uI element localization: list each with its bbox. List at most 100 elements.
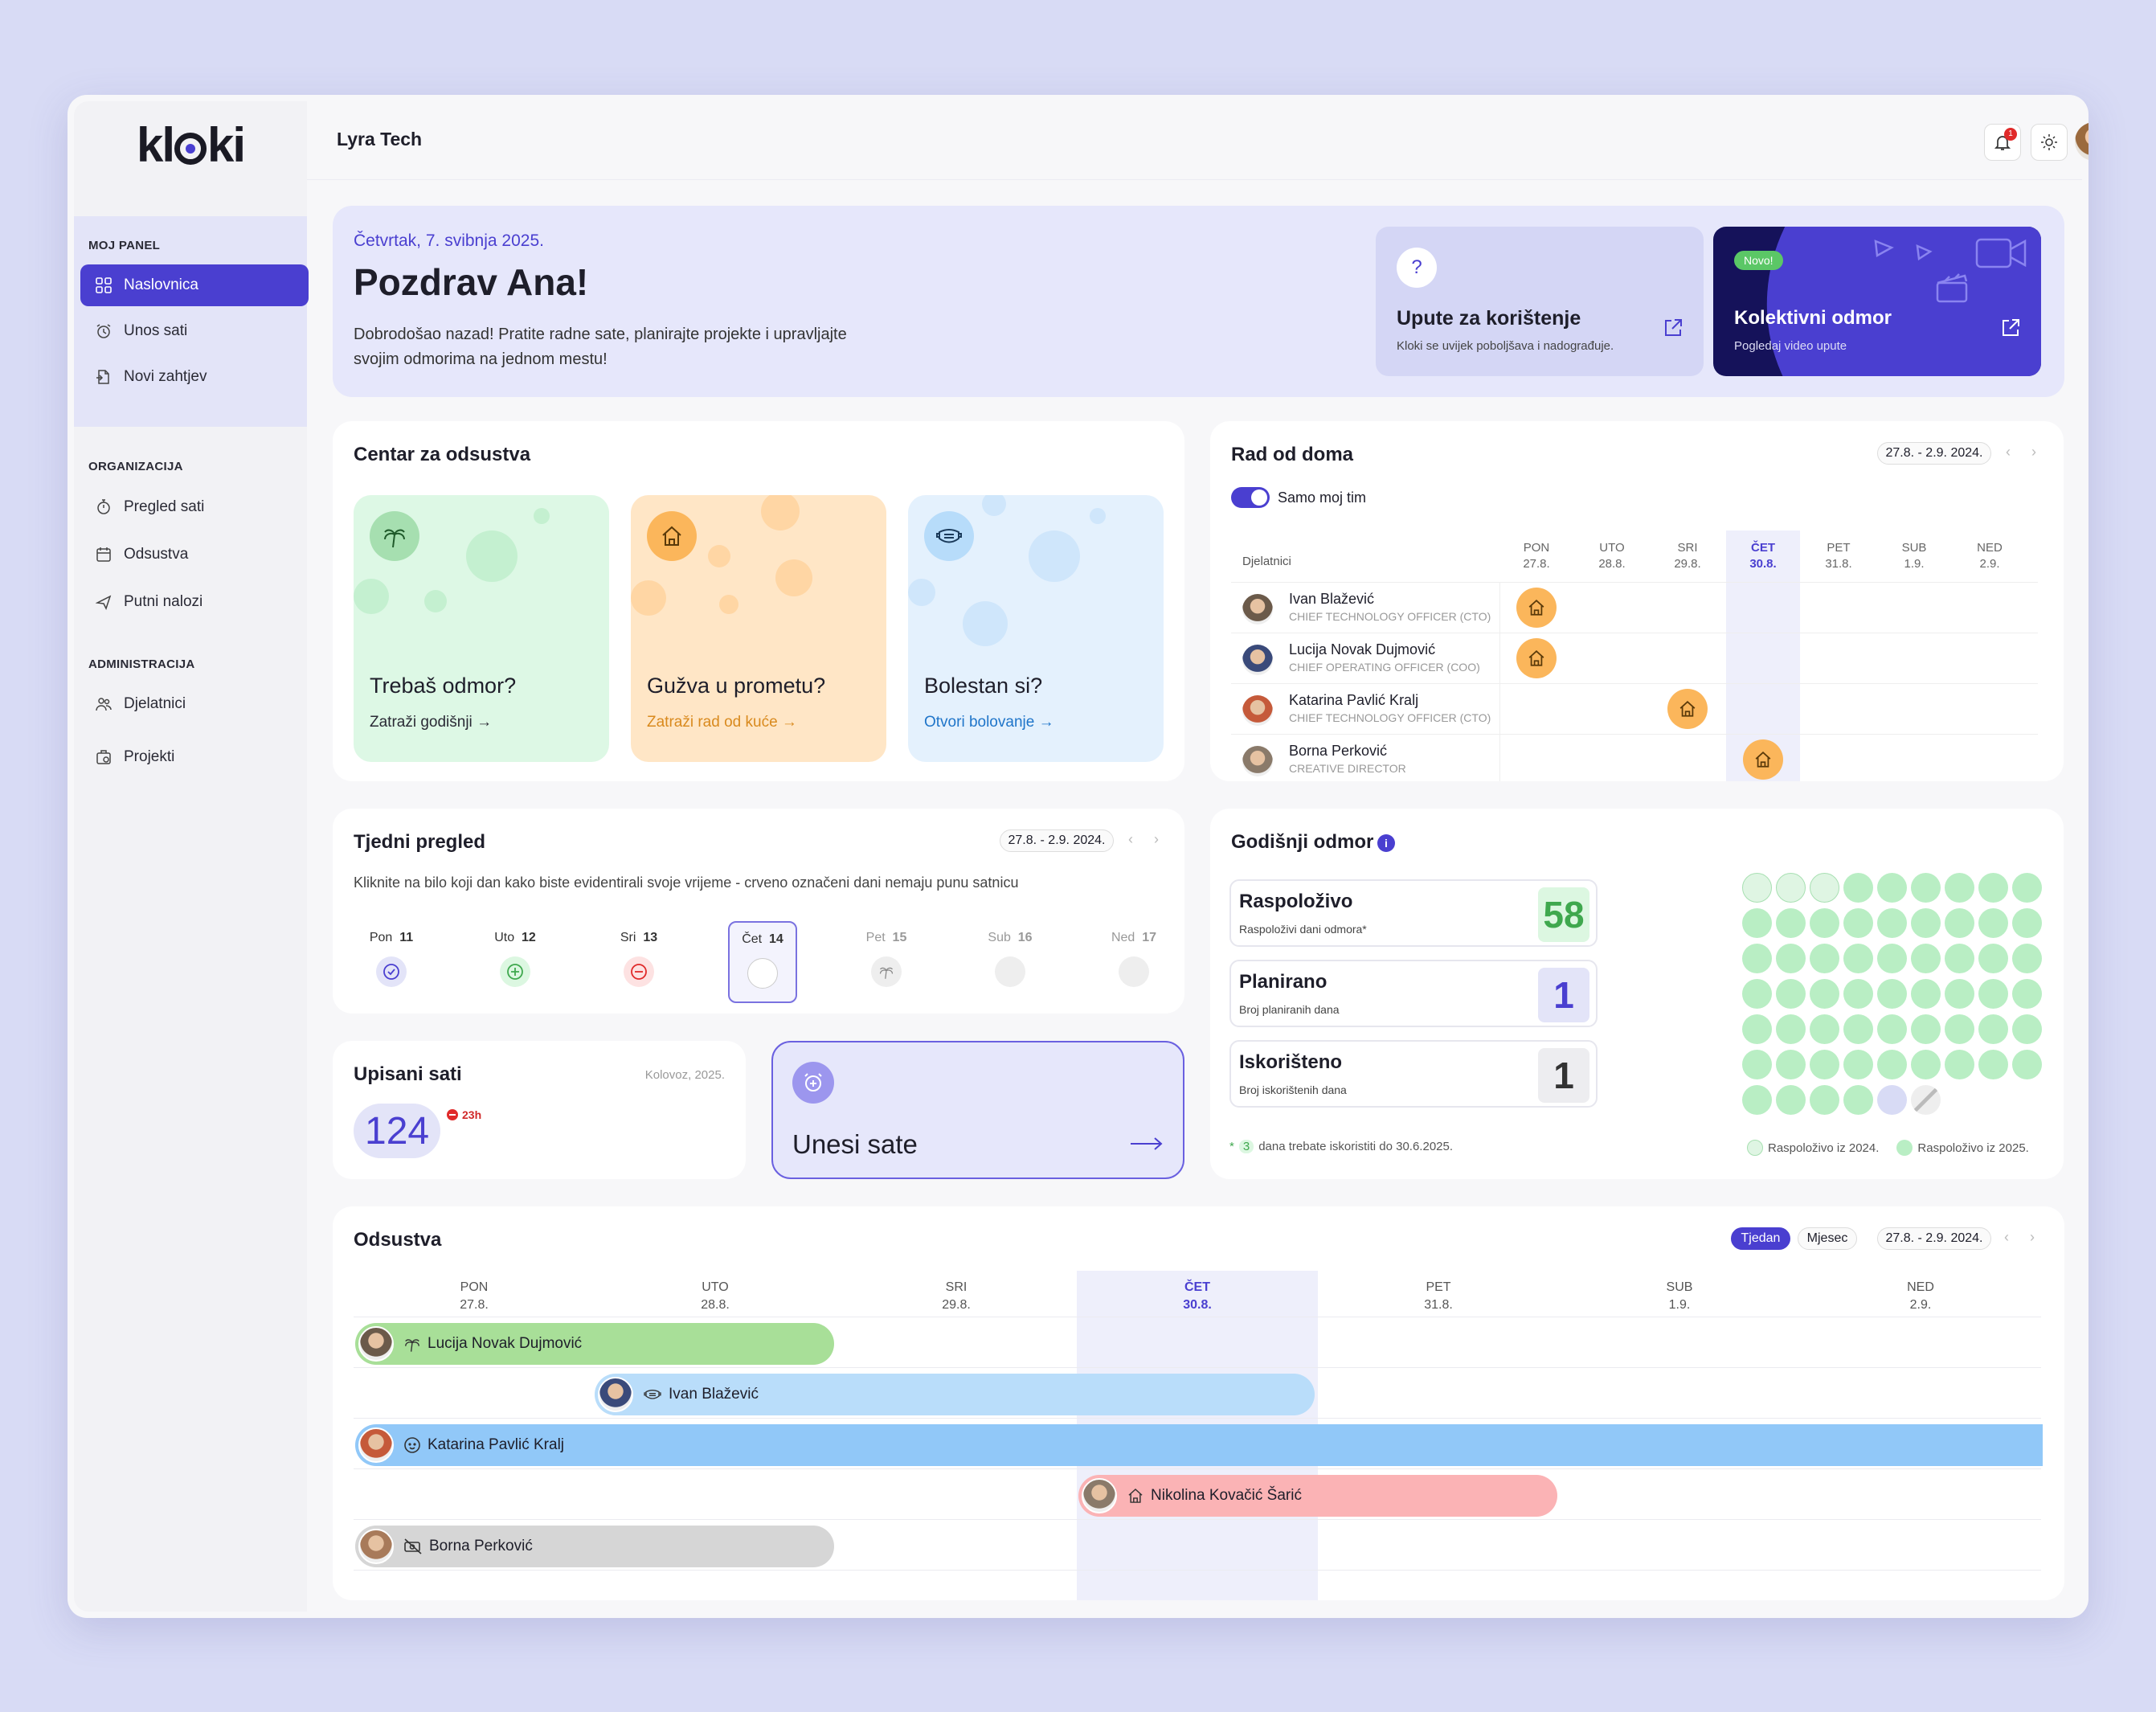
enter-hours-label: Unesi sate	[792, 1129, 918, 1159]
employee-row[interactable]: Ivan Blažević CHIEF TECHNOLOGY OFFICER (C…	[1231, 582, 2038, 633]
sidebar-section-moj-panel: MOJ PANEL Naslovnica Unos sati Novi zaht…	[74, 216, 309, 427]
tile-title: Bolestan si?	[924, 674, 1043, 698]
home-icon[interactable]	[1667, 689, 1708, 729]
leave-day-2025	[2012, 1014, 2042, 1044]
theme-toggle-button[interactable]	[2031, 124, 2068, 161]
info-icon[interactable]: i	[1377, 834, 1395, 852]
user-avatar[interactable]	[2075, 122, 2088, 161]
home-icon[interactable]	[1516, 588, 1557, 628]
stat-title: Raspoloživo	[1239, 891, 1353, 912]
user-guide-card[interactable]: ? Upute za korištenje Kloki se uvijek po…	[1376, 227, 1704, 376]
chevron-right-icon[interactable]: ›	[2030, 1229, 2035, 1245]
stat-available: Raspoloživo Raspoloživi dani odmora* 58	[1229, 879, 1598, 947]
leave-day-2025	[1742, 1085, 1772, 1115]
employee-row[interactable]: Borna Perković CREATIVE DIRECTOR	[1231, 734, 2038, 781]
wfh-request-tile[interactable]: Gužva u prometu? Zatraži rad od kuće →	[631, 495, 886, 762]
guide-subtitle: Kloki se uvijek poboljšava i nadograđuje…	[1397, 339, 1614, 353]
team-toggle[interactable]	[1231, 487, 1270, 508]
tile-link[interactable]: Zatraži godišnji →	[370, 714, 493, 731]
home-icon[interactable]	[1743, 739, 1783, 780]
logo[interactable]: kl ki	[137, 118, 246, 172]
house-icon	[1127, 1487, 1144, 1505]
leave-day-planned	[1877, 1085, 1907, 1115]
week-day-today[interactable]: Čet 14	[728, 921, 797, 1003]
notifications-button[interactable]: 1	[1984, 124, 2021, 161]
employee-row[interactable]: Katarina Pavlić Kralj CHIEF TECHNOLOGY OF…	[1231, 683, 2038, 734]
alarm-add-icon	[792, 1062, 834, 1104]
week-day-done[interactable]: Pon 11	[347, 921, 436, 1003]
users-icon	[95, 695, 113, 713]
day-header: SUB 1.9.	[1666, 1280, 1693, 1312]
day-label: Uto 12	[494, 931, 536, 944]
sidebar-item-pregled-sati[interactable]: Pregled sati	[80, 486, 309, 528]
tile-link[interactable]: Otvori bolovanje →	[924, 714, 1054, 731]
alarm-clock-icon	[95, 322, 113, 340]
day-header: PET 31.8.	[1424, 1280, 1453, 1312]
employee-name: Katarina Pavlić Kralj	[1289, 692, 1419, 708]
sick-leave-tile[interactable]: Bolestan si? Otvori bolovanje →	[908, 495, 1164, 762]
sidebar-item-unos-sati[interactable]: Unos sati	[80, 310, 309, 352]
sidebar-item-projekti[interactable]: Projekti	[80, 736, 309, 778]
week-day-weekend[interactable]: Ned 17	[1090, 921, 1178, 1003]
chevron-left-icon[interactable]: ‹	[2004, 1229, 2009, 1245]
minus-circle-icon	[624, 956, 654, 987]
day-label: Pon 11	[369, 931, 414, 944]
chevron-left-icon[interactable]: ‹	[2006, 444, 2011, 460]
section-heading: MOJ PANEL	[88, 239, 161, 252]
empty-day-icon	[995, 956, 1025, 987]
sidebar-item-putni-nalozi[interactable]: Putni nalozi	[80, 581, 309, 623]
sidebar-item-label: Putni nalozi	[124, 593, 203, 610]
tile-link[interactable]: Zatraži rad od kuće →	[647, 714, 797, 731]
absence-bar-vacation[interactable]: Lucija Novak Dujmović	[355, 1323, 834, 1365]
card-title: Odsustva	[354, 1229, 442, 1251]
employee-avatar	[1242, 695, 1273, 726]
leave-day-2025	[1843, 908, 1873, 938]
sidebar-item-odsustva[interactable]: Odsustva	[80, 534, 309, 575]
absence-bar-wfh[interactable]: Nikolina Kovačić Šarić	[1078, 1475, 1557, 1517]
leave-day-2025	[1945, 1014, 1974, 1044]
external-link-icon[interactable]	[1662, 317, 1684, 339]
sidebar-item-label: Naslovnica	[124, 276, 198, 293]
week-day-missing[interactable]: Sri 13	[595, 921, 683, 1003]
arrow-right-icon: →	[1038, 714, 1054, 731]
home-icon[interactable]	[1516, 638, 1557, 678]
sidebar-item-djelatnici[interactable]: Djelatnici	[80, 683, 309, 725]
vacation-request-tile[interactable]: Trebaš odmor? Zatraži godišnji →	[354, 495, 609, 762]
week-day-holiday[interactable]: Pet 15	[842, 921, 931, 1003]
house-icon	[647, 511, 697, 561]
chevron-right-icon[interactable]: ›	[2031, 444, 2036, 460]
sidebar-item-label: Pregled sati	[124, 498, 205, 515]
leave-day-2025	[1742, 979, 1772, 1009]
employee-avatar	[1082, 1478, 1117, 1513]
absence-bar-parental[interactable]: Katarina Pavlić Kralj	[355, 1424, 2043, 1466]
sidebar-item-naslovnica[interactable]: Naslovnica	[80, 264, 309, 306]
employee-role: CHIEF TECHNOLOGY OFFICER (CTO)	[1289, 711, 1491, 724]
day-header: SUB 1.9.	[1901, 541, 1927, 571]
current-date: Četvrtak, 7. svibnja 2025.	[354, 231, 544, 250]
week-day-add[interactable]: Uto 12	[471, 921, 559, 1003]
external-link-icon[interactable]	[1999, 317, 2022, 339]
week-day-weekend[interactable]: Sub 16	[966, 921, 1054, 1003]
welcome-banner: Četvrtak, 7. svibnja 2025. Pozdrav Ana! …	[333, 206, 2064, 397]
sidebar-item-novi-zahtjev[interactable]: Novi zahtjev	[80, 356, 309, 398]
absences-calendar-card: Odsustva Tjedan Mjesec 27.8. - 2.9. 2024…	[333, 1206, 2064, 1600]
absence-bar-sick[interactable]: Ivan Blažević	[595, 1374, 1315, 1415]
collective-leave-card[interactable]: Novo! Kolektivni odmor Pogledaj video up…	[1713, 227, 2041, 376]
day-label: Sub 16	[988, 931, 1033, 944]
leave-day-2025	[1843, 979, 1873, 1009]
view-week-button[interactable]: Tjedan	[1731, 1227, 1790, 1250]
row-divider	[354, 1468, 2041, 1469]
enter-hours-button[interactable]: Unesi sate	[771, 1041, 1184, 1179]
sidebar-item-label: Odsustva	[124, 546, 189, 563]
arrow-right-icon	[1130, 1136, 1164, 1152]
employee-row[interactable]: Lucija Novak Dujmović CHIEF OPERATING OFF…	[1231, 633, 2038, 683]
employee-avatar	[1242, 746, 1273, 776]
chevron-right-icon[interactable]: ›	[1154, 831, 1159, 847]
day-header: NED 2.9.	[1977, 541, 2003, 571]
chevron-left-icon[interactable]: ‹	[1128, 831, 1133, 847]
day-header: UTO 28.8.	[1598, 541, 1626, 571]
leave-day-2025	[1911, 1014, 1941, 1044]
palm-tree-icon	[871, 956, 902, 987]
absence-bar-unpaid[interactable]: Borna Perković	[355, 1526, 834, 1567]
view-month-button[interactable]: Mjesec	[1798, 1227, 1857, 1250]
